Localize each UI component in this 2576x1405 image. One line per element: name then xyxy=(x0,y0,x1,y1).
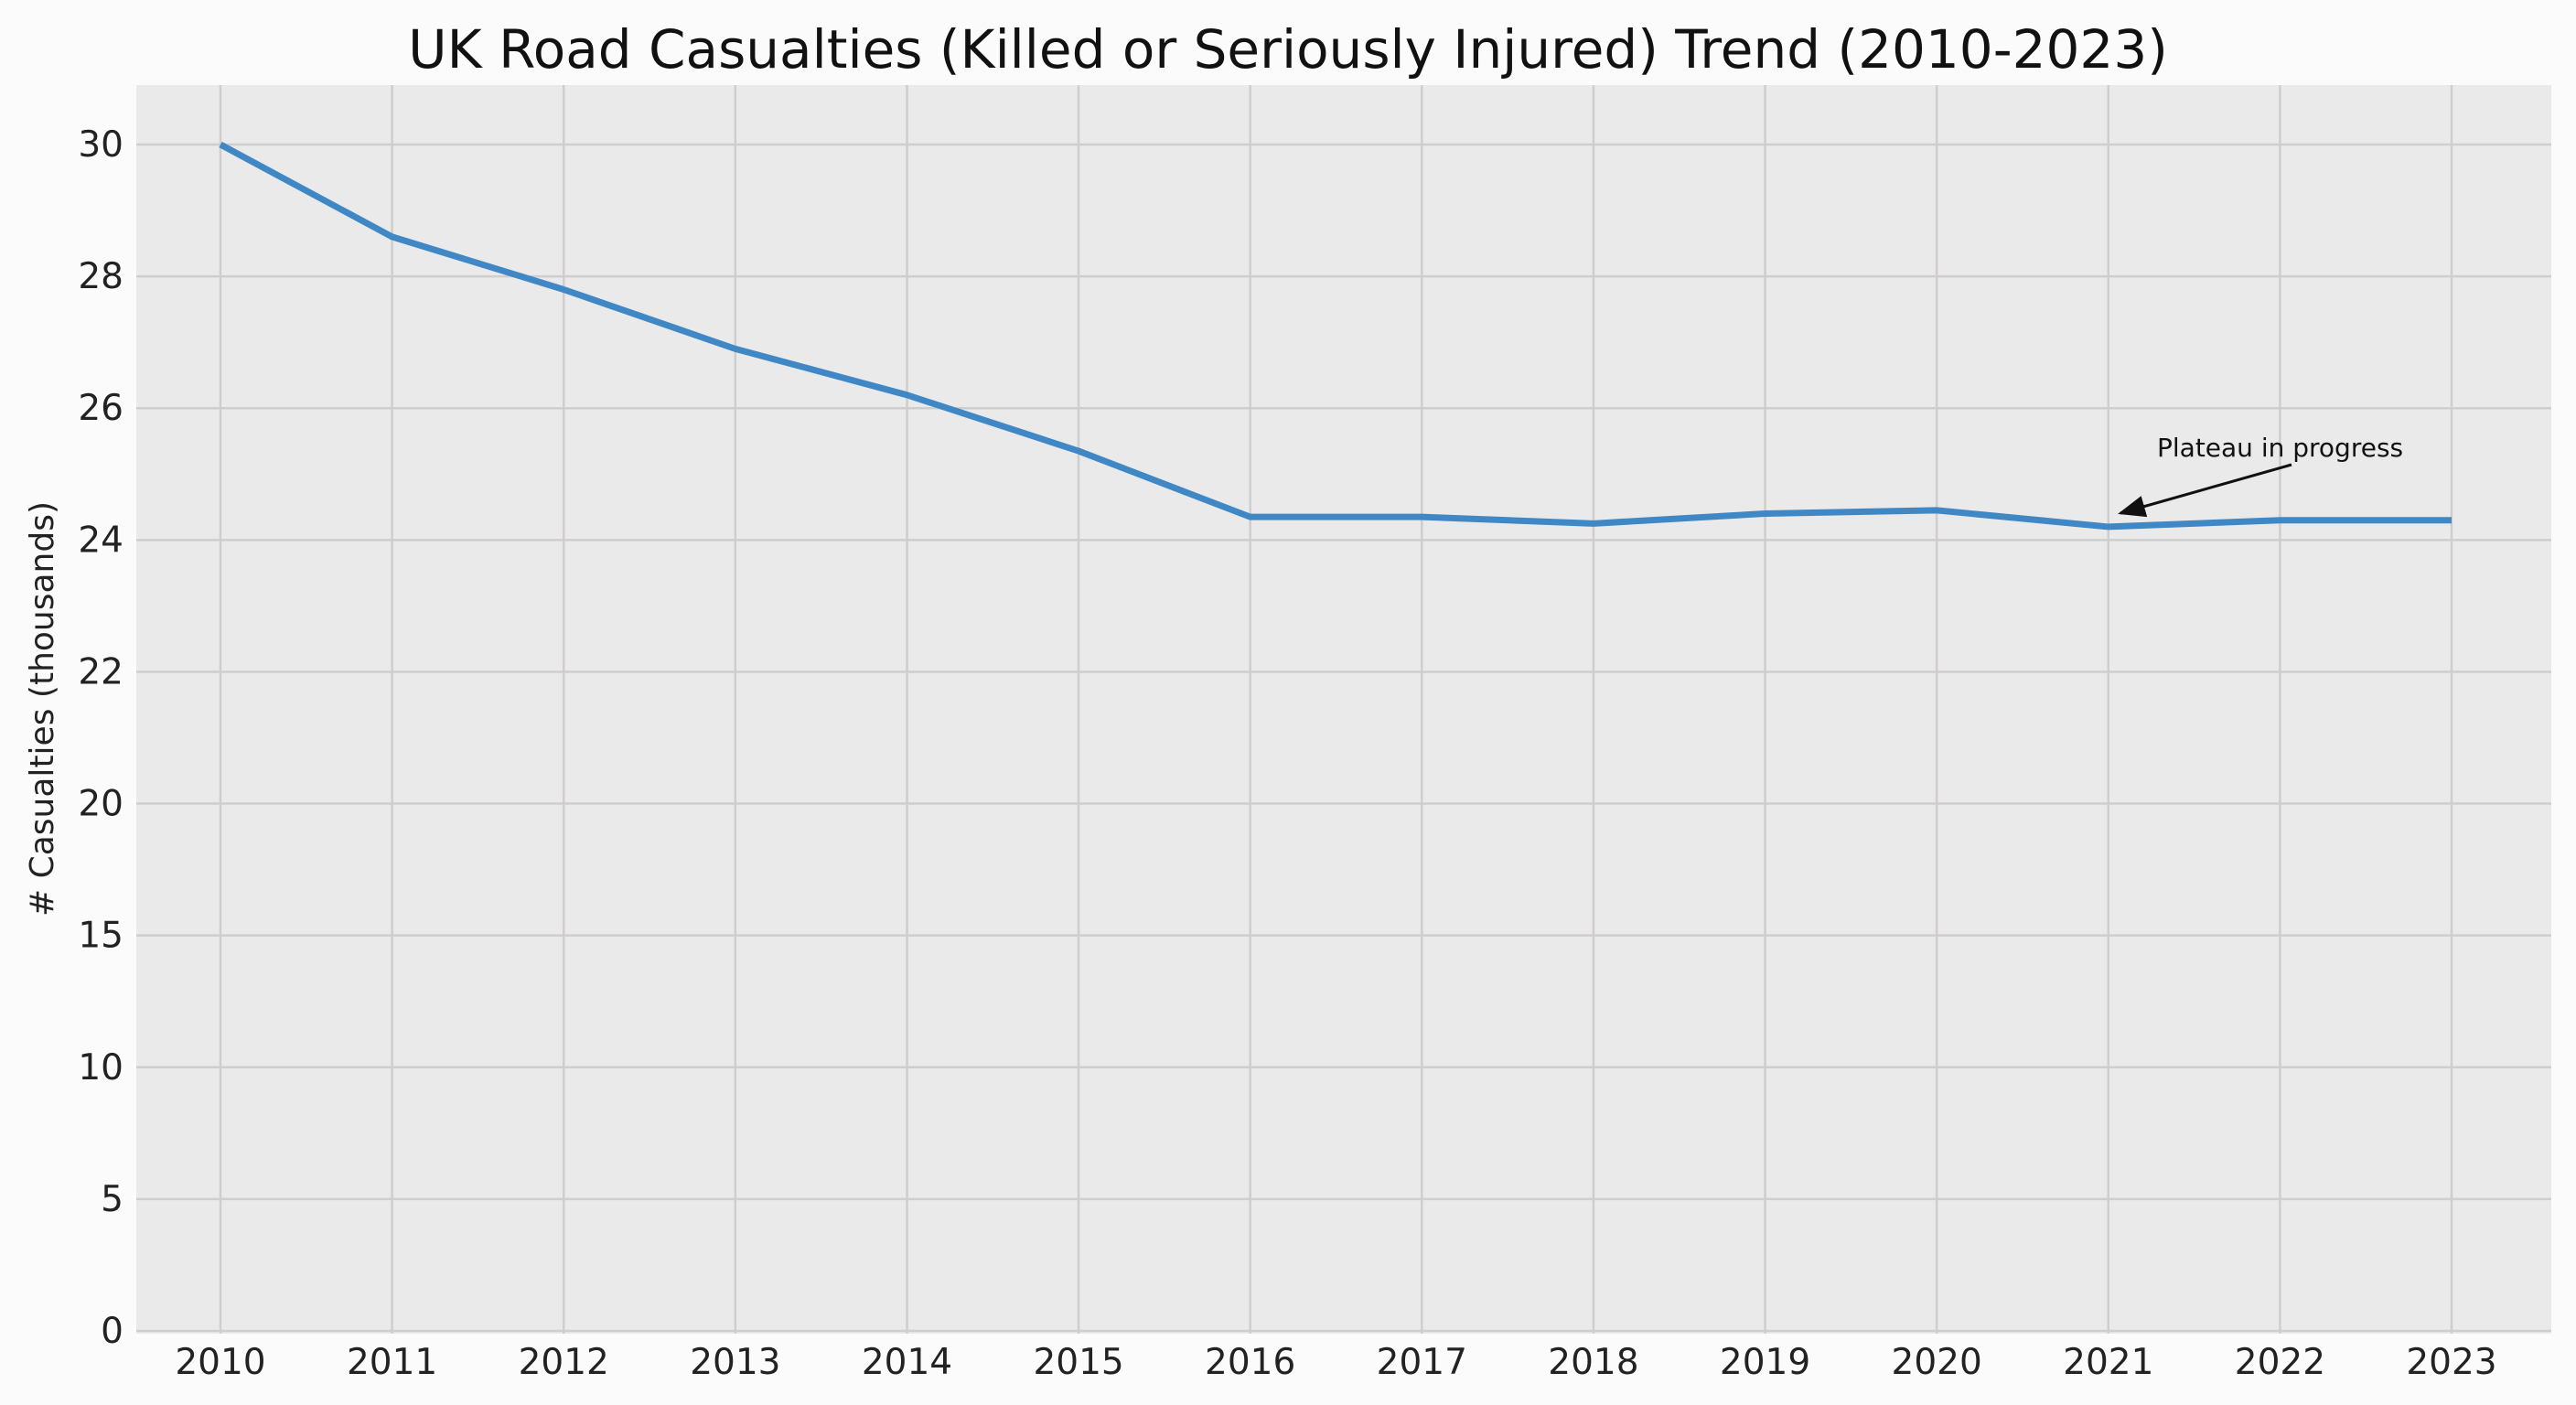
x-tick-label: 2011 xyxy=(347,1342,437,1383)
y-tick-label: 28 xyxy=(78,256,123,297)
x-tick-label: 2018 xyxy=(1548,1342,1638,1383)
x-tick-labels: 2010 2011 2012 2013 2014 2015 2016 2017 2018 2019… xyxy=(175,1342,2496,1383)
x-tick-label: 2021 xyxy=(2063,1342,2153,1383)
y-tick-label: 24 xyxy=(78,520,123,561)
x-tick-label: 2019 xyxy=(1720,1342,1810,1383)
y-tick-label: 30 xyxy=(78,124,123,166)
x-tick-label: 2014 xyxy=(862,1342,952,1383)
y-tick-label: 22 xyxy=(78,651,123,692)
y-tick-label: 26 xyxy=(78,388,123,429)
y-tick-label: 5 xyxy=(101,1179,123,1220)
grid xyxy=(136,85,2551,1334)
y-tick-label: 15 xyxy=(78,916,123,957)
annotation: Plateau in progress xyxy=(2118,433,2403,518)
x-tick-label: 2022 xyxy=(2235,1342,2325,1383)
x-tick-label: 2023 xyxy=(2406,1342,2496,1383)
x-tick-label: 2010 xyxy=(175,1342,265,1383)
series-line xyxy=(219,141,2452,531)
y-axis-label: # Casualties (thousands) xyxy=(24,501,61,917)
x-tick-label: 2020 xyxy=(1892,1342,1982,1383)
y-tick-label: 20 xyxy=(78,784,123,825)
annotation-text: Plateau in progress xyxy=(2157,433,2403,463)
x-tick-label: 2013 xyxy=(690,1342,780,1383)
x-tick-label: 2017 xyxy=(1377,1342,1467,1383)
plot-area xyxy=(136,85,2551,1334)
series-lines xyxy=(219,141,2453,531)
annotation-arrow xyxy=(2118,463,2292,518)
y-tick-labels: 0 5 10 15 20 22 24 26 28 30 xyxy=(78,124,123,1352)
y-tick-label: 0 xyxy=(101,1311,123,1352)
x-tick-label: 2015 xyxy=(1033,1342,1123,1383)
x-tick-label: 2016 xyxy=(1205,1342,1295,1383)
x-tick-label: 2012 xyxy=(519,1342,609,1383)
y-tick-label: 10 xyxy=(78,1047,123,1089)
chart-title: UK Road Casualties (Killed or Seriously … xyxy=(408,18,2168,80)
